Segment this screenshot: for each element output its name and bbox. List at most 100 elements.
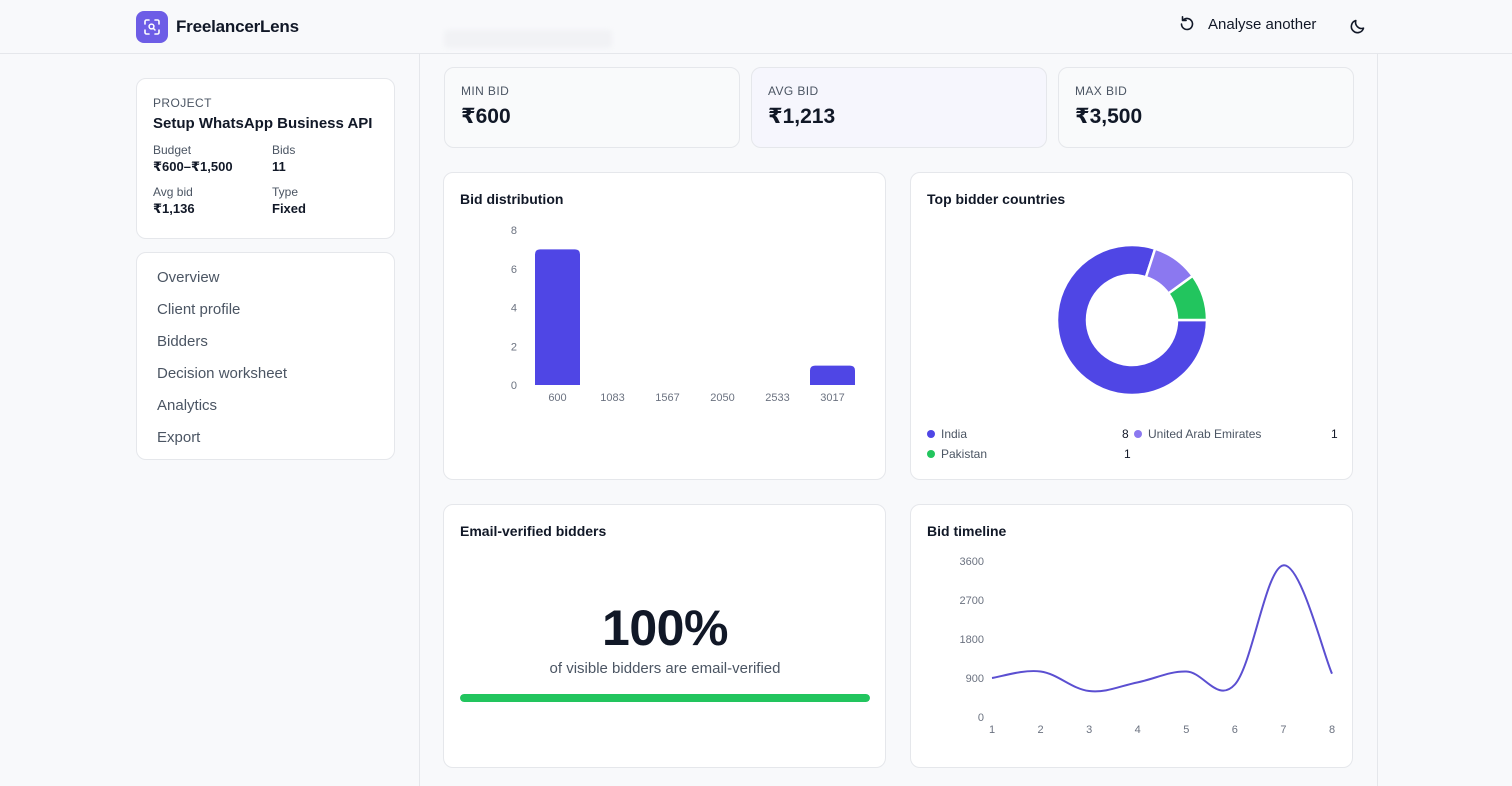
bids-value: 11	[272, 159, 286, 174]
legend-item: India	[927, 427, 967, 441]
line-x-tick-label: 6	[1232, 724, 1238, 736]
legend-label: United Arab Emirates	[1148, 427, 1262, 441]
type-label: Type	[272, 185, 299, 199]
legend-count: 1	[1124, 447, 1131, 461]
type-meta: Type Fixed	[272, 185, 378, 217]
refresh-icon	[1180, 16, 1194, 31]
top-countries-title: Top bidder countries	[927, 191, 1066, 207]
email-verified-progress-fill	[460, 694, 870, 702]
donut-slice	[1055, 243, 1209, 397]
nav-item-export[interactable]: Export	[157, 429, 201, 446]
max-bid-card: MAX BID ₹3,500	[1058, 67, 1354, 148]
donut-slice	[1166, 274, 1209, 322]
line-y-tick-label: 2700	[960, 595, 984, 607]
avg-bid-meta: Avg bid ₹1,136	[153, 185, 272, 217]
avg-bid-card: AVG BID ₹1,213	[751, 67, 1047, 148]
line-x-tick-label: 7	[1280, 724, 1286, 736]
bid-distribution-title: Bid distribution	[460, 191, 564, 207]
bid-timeline-title: Bid timeline	[927, 523, 1007, 539]
legend-label: India	[941, 427, 968, 441]
line-x-tick-label: 5	[1183, 724, 1189, 736]
project-card: PROJECT Setup WhatsApp Business API Budg…	[136, 78, 395, 239]
legend-count: 8	[1122, 427, 1129, 441]
line-x-tick-label: 1	[989, 724, 995, 736]
legend-item: Pakistan	[927, 447, 987, 461]
line-y-tick-label: 900	[966, 673, 984, 685]
bar-x-tick-label: 1083	[600, 392, 624, 404]
project-meta: Budget ₹600–₹1,500 Bids 11 Avg bid ₹1,13…	[153, 143, 378, 217]
bids-label: Bids	[272, 143, 296, 157]
analyse-another-label: Analyse another	[1208, 15, 1317, 33]
moon-icon	[1350, 19, 1365, 34]
avg-bid-stat-value: ₹1,213	[768, 105, 836, 128]
line-y-tick-label: 3600	[960, 556, 984, 568]
main-content	[419, 54, 1378, 786]
min-bid-card: MIN BID ₹600	[444, 67, 740, 148]
bid-distribution-panel: Bid distribution 0 2 4 6 8 600 1083 1567 2050 253…	[443, 172, 886, 480]
faded-section-heading	[444, 30, 612, 48]
min-bid-value: ₹600	[461, 105, 511, 128]
bids-meta: Bids 11	[272, 143, 378, 175]
max-bid-label: MAX BID	[1075, 84, 1128, 98]
max-bid-value: ₹3,500	[1075, 105, 1143, 128]
bar-y-tick-label: 4	[511, 303, 517, 315]
line-x-tick-label: 8	[1329, 724, 1335, 736]
nav-item-bidders[interactable]: Bidders	[157, 333, 208, 350]
bid-timeline-panel: Bid timeline 0 900 1800 2700 3600 1 2 3 4 5 6 7 8	[910, 504, 1353, 768]
bar	[535, 249, 580, 385]
bid-distribution-chart: 0 2 4 6 8 600 1083 1567 2050 2533 3017	[511, 225, 855, 404]
line-y-tick-label: 1800	[960, 634, 984, 646]
legend-item: United Arab Emirates	[1134, 427, 1261, 441]
budget-meta: Budget ₹600–₹1,500	[153, 143, 272, 175]
top-bar: FreelancerLens Analyse another	[0, 0, 1512, 54]
email-verified-title: Email-verified bidders	[460, 523, 607, 539]
bar-y-tick-label: 0	[511, 380, 517, 392]
avg-bid-value: ₹1,136	[153, 201, 195, 216]
bar-x-tick-label: 1567	[655, 392, 679, 404]
email-verified-panel: Email-verified bidders 100% of visible b…	[443, 504, 886, 768]
bar	[810, 365, 855, 385]
bar-y-tick-label: 8	[511, 225, 517, 237]
bar-x-tick-label: 2050	[710, 392, 734, 404]
bar-y-tick-label: 2	[511, 341, 517, 353]
budget-value: ₹600–₹1,500	[153, 159, 233, 174]
bar-y-tick-label: 6	[511, 264, 517, 276]
legend-dot-icon	[1134, 430, 1142, 438]
legend-count: 1	[1331, 427, 1338, 441]
legend-label: Pakistan	[941, 447, 988, 461]
bid-timeline-chart: 0 900 1800 2700 3600 1 2 3 4 5 6 7 8	[960, 556, 1336, 736]
bar-x-tick-label: 600	[548, 392, 566, 404]
analyse-another-button[interactable]: Analyse another	[1178, 15, 1316, 33]
theme-toggle-button[interactable]	[1348, 16, 1368, 36]
line-x-tick-label: 2	[1038, 724, 1044, 736]
lens-scan-icon	[136, 11, 168, 43]
email-verified-percent: 100%	[602, 600, 728, 656]
project-eyebrow: PROJECT	[153, 96, 212, 110]
brand[interactable]: FreelancerLens	[136, 11, 299, 43]
nav-item-analytics[interactable]: Analytics	[157, 397, 218, 414]
timeline-series-line	[991, 564, 1333, 693]
brand-name: FreelancerLens	[176, 17, 299, 36]
email-verified-progress	[460, 694, 870, 702]
line-x-tick-label: 3	[1086, 724, 1092, 736]
line-y-tick-label: 0	[978, 712, 984, 724]
avg-bid-label: Avg bid	[153, 185, 193, 199]
legend-dot-icon	[927, 430, 935, 438]
bar-x-tick-label: 3017	[820, 392, 844, 404]
top-countries-panel: Top bidder countries India 8 United Arab E…	[910, 172, 1353, 480]
nav-item-decision-worksheet[interactable]: Decision worksheet	[157, 365, 288, 382]
avg-bid-stat-label: AVG BID	[768, 84, 819, 98]
project-title: Setup WhatsApp Business API	[153, 115, 373, 132]
legend-dot-icon	[927, 450, 935, 458]
section-nav: Overview Client profile Bidders Decision…	[136, 252, 395, 460]
email-verified-caption: of visible bidders are email-verified	[549, 660, 781, 677]
nav-item-overview[interactable]: Overview	[157, 269, 220, 286]
budget-label: Budget	[153, 143, 192, 157]
nav-item-client-profile[interactable]: Client profile	[157, 301, 241, 318]
top-countries-chart	[1055, 243, 1209, 397]
type-value: Fixed	[272, 201, 306, 216]
min-bid-label: MIN BID	[461, 84, 510, 98]
bar-x-tick-label: 2533	[765, 392, 789, 404]
line-x-tick-label: 4	[1135, 724, 1141, 736]
sidebar: PROJECT Setup WhatsApp Business API Budg…	[136, 78, 395, 460]
